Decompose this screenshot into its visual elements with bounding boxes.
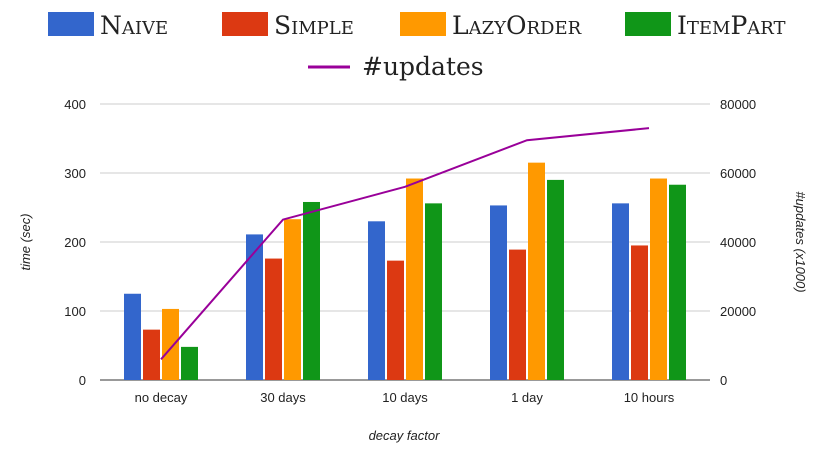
y2-tick-label: 80000	[720, 97, 756, 112]
y2-tick-label: 0	[720, 373, 727, 388]
bar-itempart-2	[425, 203, 442, 380]
legend-label-lazyorder: LazyOrder	[452, 11, 582, 40]
bar-itempart-4	[669, 184, 686, 380]
bar-itempart-1	[303, 201, 320, 380]
bar-simple-3	[509, 249, 526, 380]
bar-naive-4	[612, 203, 629, 380]
legend-swatch-lazyorder	[400, 12, 446, 36]
y2-tick-label: 20000	[720, 304, 756, 319]
bar-lazyorder-3	[528, 162, 545, 380]
bar-itempart-0	[181, 346, 198, 380]
x-axis-title: decay factor	[369, 428, 440, 443]
x-axis: no decay 30 days 10 days 1 day 10 hours	[135, 390, 675, 405]
bar-lazyorder-4	[650, 178, 667, 380]
bar-itempart-3	[547, 179, 564, 380]
x-tick-label: 30 days	[260, 390, 306, 405]
legend-label-itempart: ItemPart	[677, 11, 786, 40]
x-tick-label: no decay	[135, 390, 188, 405]
bar-lazyorder-1	[284, 219, 301, 380]
y-axis-left: 0 100 200 300 400	[64, 97, 86, 388]
bar-lazyorder-0	[162, 308, 179, 380]
x-tick-label: 10 days	[382, 390, 428, 405]
y2-tick-label: 40000	[720, 235, 756, 250]
updates-line	[160, 127, 650, 360]
legend-swatch-simple	[222, 12, 268, 36]
bar-series-group	[124, 162, 686, 380]
bar-simple-4	[631, 245, 648, 380]
legend-swatch-naive	[48, 12, 94, 36]
bar-simple-2	[387, 260, 404, 380]
bar-lazyorder-2	[406, 178, 423, 380]
y-axis-right: 0 20000 40000 60000 80000	[720, 97, 756, 388]
y2-tick-label: 60000	[720, 166, 756, 181]
gridlines	[100, 103, 710, 381]
y-tick-label: 100	[64, 304, 86, 319]
bar-naive-3	[490, 205, 507, 380]
y-axis-title: time (sec)	[18, 213, 33, 270]
bar-naive-2	[368, 221, 385, 380]
legend-label-simple: Simple	[274, 11, 354, 40]
x-tick-label: 1 day	[511, 390, 543, 405]
y-tick-label: 200	[64, 235, 86, 250]
bar-simple-1	[265, 258, 282, 380]
y2-axis-title: #updates (x1000)	[793, 191, 808, 292]
x-tick-label: 10 hours	[624, 390, 675, 405]
y-tick-label: 0	[79, 373, 86, 388]
legend-swatch-itempart	[625, 12, 671, 36]
updates-line-group	[160, 127, 650, 360]
bar-naive-1	[246, 234, 263, 380]
y-tick-label: 300	[64, 166, 86, 181]
bar-simple-0	[143, 329, 160, 380]
legend-label-naive: Naive	[100, 11, 168, 40]
y-tick-label: 400	[64, 97, 86, 112]
bar-naive-0	[124, 293, 141, 380]
legend: Naive Simple LazyOrder ItemPart #updates	[48, 11, 786, 81]
legend-label-updates: #updates	[362, 52, 484, 81]
